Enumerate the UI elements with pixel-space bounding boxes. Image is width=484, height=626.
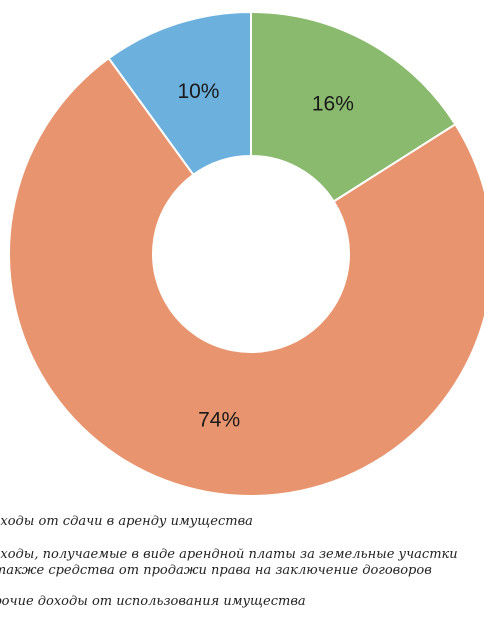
legend-entry-land-lease-income: Доходы, получаемые в виде арендной платы…	[0, 547, 458, 562]
slice-label-land-lease-income: 74%	[198, 409, 240, 432]
slice-label-rent-income: 16%	[312, 93, 354, 116]
legend-entry-other-income: Прочие доходы от использования имущества	[0, 594, 306, 609]
legend-entry-land-lease-income-continued: а также средства от продажи права на зак…	[0, 563, 432, 578]
slice-land-lease-income	[8, 56, 484, 497]
donut-chart: 16% 74% 10%	[8, 10, 484, 497]
legend: Доходы от сдачи в аренду имущества Доход…	[0, 510, 484, 626]
slice-rent-income	[250, 10, 457, 203]
legend-entry-rent-income: Доходы от сдачи в аренду имущества	[0, 514, 253, 529]
slice-label-other-income: 10%	[177, 80, 219, 103]
slice-other-income	[107, 10, 252, 177]
